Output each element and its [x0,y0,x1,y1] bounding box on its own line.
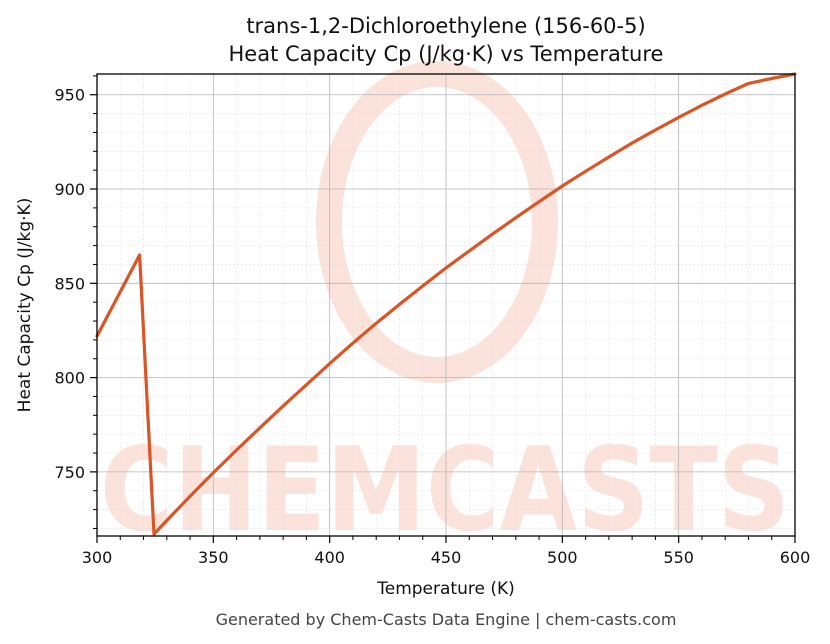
x-tick-label: 600 [780,548,811,567]
y-tick-label: 850 [54,274,85,293]
y-axis-label: Heat Capacity Cp (J/kg·K) [15,198,35,413]
x-tick-label: 450 [431,548,462,567]
x-tick-label: 350 [198,548,229,567]
chart-title: trans-1,2-Dichloroethylene (156-60-5) [246,14,645,38]
x-tick-label: 550 [663,548,694,567]
watermark: CHEMCASTS [100,61,790,558]
x-tick-label: 300 [82,548,113,567]
y-tick-label: 800 [54,369,85,388]
y-tick-label: 900 [54,180,85,199]
x-axis-label: Temperature (K) [376,579,515,599]
chart-subtitle: Heat Capacity Cp (J/kg·K) vs Temperature [229,42,664,66]
y-tick-label: 950 [54,86,85,105]
y-tick-label: 750 [54,463,85,482]
x-tick-labels: 300 350 400 450 500 550 600 [82,548,811,567]
watermark-logo [316,61,558,383]
y-tick-labels: 750 800 850 900 950 [54,86,85,482]
footer-credit: Generated by Chem-Casts Data Engine | ch… [216,610,677,629]
x-tick-label: 500 [547,548,578,567]
axis-ticks [90,75,796,543]
series-layer [95,72,797,536]
x-tick-label: 400 [314,548,345,567]
series-line [95,72,797,536]
